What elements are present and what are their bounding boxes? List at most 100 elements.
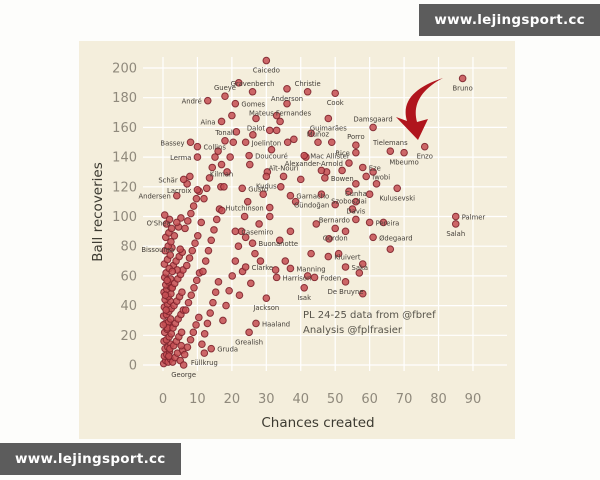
data-point bbox=[275, 236, 284, 245]
data-point-tielemans bbox=[386, 147, 395, 155]
data-point bbox=[358, 289, 367, 298]
data-point-lacroix bbox=[193, 185, 202, 194]
data-point bbox=[369, 168, 377, 176]
data-point-guimar-es bbox=[324, 114, 333, 123]
watermark-bottom-text: www.lejingsport.cc bbox=[15, 451, 166, 467]
data-point bbox=[296, 175, 305, 184]
watermark-top-text: www.lejingsport.cc bbox=[434, 12, 585, 28]
player-label: Clarke bbox=[252, 264, 273, 272]
data-point-doucour- bbox=[245, 151, 253, 160]
data-point-bassey bbox=[186, 138, 195, 147]
data-point-kluivert bbox=[324, 252, 333, 261]
player-label: Dalot bbox=[247, 124, 265, 132]
player-label: Palmer bbox=[462, 214, 486, 222]
data-point bbox=[181, 224, 189, 233]
data-point bbox=[162, 306, 170, 314]
data-point bbox=[190, 283, 198, 292]
x-axis-tick-label: 10 bbox=[189, 392, 206, 407]
player-label: Muñoz bbox=[307, 130, 330, 138]
data-point bbox=[200, 330, 209, 338]
data-point bbox=[307, 129, 315, 138]
data-point bbox=[219, 316, 227, 325]
data-point bbox=[170, 232, 179, 240]
data-point-joelinton bbox=[241, 138, 250, 147]
player-label: Gomes bbox=[241, 101, 265, 109]
data-point-christie bbox=[303, 87, 312, 96]
player-label: Joelinton bbox=[251, 139, 282, 147]
data-point bbox=[205, 174, 214, 182]
data-point bbox=[327, 138, 336, 147]
player-label: Gueye bbox=[214, 84, 236, 92]
player-label: Harrison bbox=[283, 274, 312, 282]
player-label: Mac Allister bbox=[310, 153, 350, 161]
player-label: Rice bbox=[335, 150, 350, 158]
data-point bbox=[334, 249, 343, 258]
data-point bbox=[241, 233, 250, 242]
data-point bbox=[231, 257, 240, 265]
data-point-bowen bbox=[321, 174, 329, 182]
data-point bbox=[259, 190, 268, 199]
player-label: Foden bbox=[321, 274, 342, 282]
data-point-george bbox=[179, 361, 188, 369]
y-axis-tick-label: 20 bbox=[120, 329, 137, 344]
player-label: Manning bbox=[296, 265, 325, 273]
data-point bbox=[163, 276, 171, 285]
data-point bbox=[192, 194, 201, 203]
y-axis-tick-label: 80 bbox=[120, 240, 137, 255]
player-label: Bruno bbox=[453, 84, 473, 92]
data-point bbox=[365, 190, 374, 199]
data-point-casemiro bbox=[231, 227, 240, 236]
data-point bbox=[161, 291, 170, 300]
data-point bbox=[195, 313, 203, 322]
player-label: Grealish bbox=[235, 338, 263, 346]
data-point bbox=[325, 234, 333, 243]
data-point bbox=[358, 260, 367, 268]
player-label: Buonanotte bbox=[259, 240, 299, 248]
y-axis-tick-label: 140 bbox=[112, 151, 137, 166]
x-axis-tick-label: 40 bbox=[292, 392, 309, 407]
data-point bbox=[355, 269, 364, 277]
data-point-anderson bbox=[283, 84, 291, 93]
data-point-tonali bbox=[221, 136, 229, 145]
player-label: Davis bbox=[346, 208, 365, 216]
data-point bbox=[189, 328, 198, 337]
player-label: Kluivert bbox=[334, 254, 361, 262]
data-point bbox=[245, 160, 254, 169]
data-point-g-ndo-an bbox=[331, 200, 340, 209]
data-point bbox=[177, 328, 186, 337]
data-point bbox=[303, 272, 312, 280]
data-point-clarke bbox=[241, 263, 250, 271]
x-axis-tick-label: 30 bbox=[258, 392, 275, 407]
data-point bbox=[225, 286, 233, 295]
data-point bbox=[208, 163, 217, 172]
data-point-porro bbox=[352, 141, 360, 150]
data-point bbox=[222, 301, 230, 310]
data-point bbox=[203, 319, 212, 328]
data-point bbox=[159, 321, 168, 329]
data-point bbox=[160, 211, 169, 219]
data-point bbox=[209, 298, 217, 307]
data-point bbox=[181, 306, 190, 314]
player-label: De Bruyne bbox=[328, 288, 364, 296]
y-axis-tick-label: 120 bbox=[112, 180, 137, 195]
player-label: Doucouré bbox=[255, 153, 288, 161]
x-axis-tick-label: 20 bbox=[224, 392, 241, 407]
data-point bbox=[204, 246, 213, 255]
y-axis-tick-label: 0 bbox=[129, 359, 137, 374]
data-point-manning bbox=[286, 264, 295, 273]
data-point bbox=[240, 212, 249, 221]
player-label: Cook bbox=[327, 99, 344, 107]
player-label: Gravenberch bbox=[231, 80, 275, 88]
data-point bbox=[187, 291, 196, 300]
data-point bbox=[271, 266, 280, 274]
data-point bbox=[202, 184, 211, 193]
player-label: Ødegaard bbox=[379, 234, 412, 242]
player-label: Pereira bbox=[376, 219, 400, 227]
data-point-bissouma bbox=[176, 245, 185, 253]
chart-canvas: 0 10 20 30 40 50 60 70 80 90 0 20 40 60 80 100 120 140 160… bbox=[90, 56, 507, 431]
data-point bbox=[186, 335, 195, 344]
y-axis-tick-label: 100 bbox=[112, 210, 137, 225]
player-label: Gruda bbox=[217, 346, 238, 354]
data-point-dalot bbox=[252, 114, 260, 123]
data-point-a-t-nouri bbox=[279, 172, 288, 181]
